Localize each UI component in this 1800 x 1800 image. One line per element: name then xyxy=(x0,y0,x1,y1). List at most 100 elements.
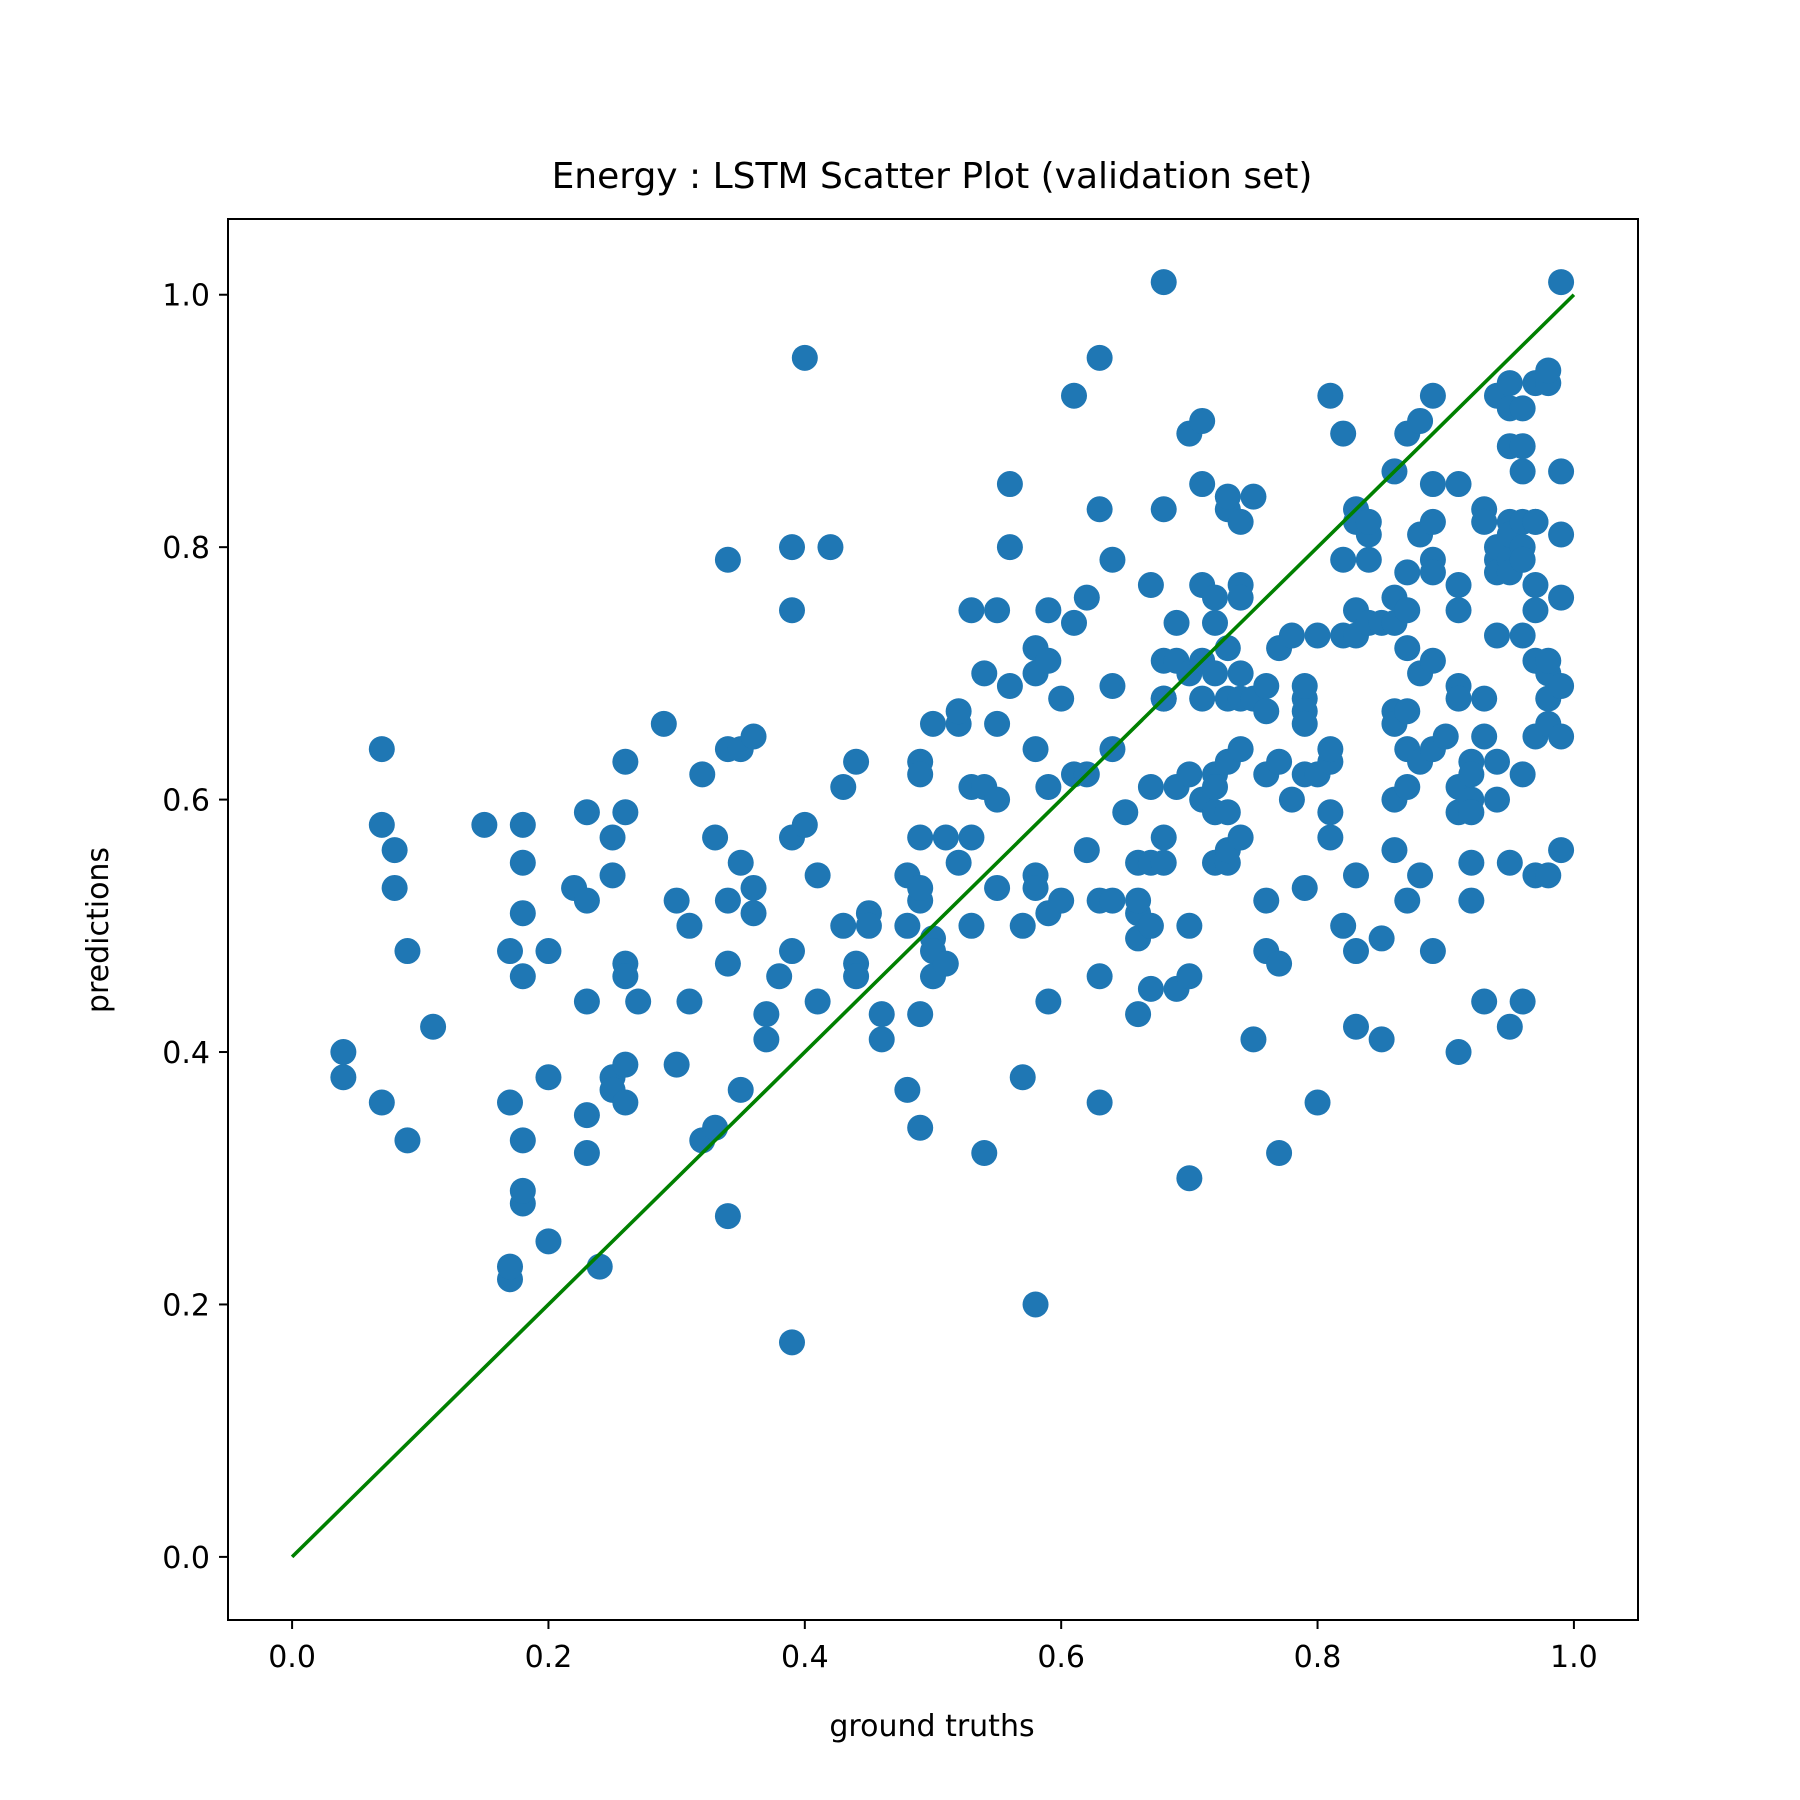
scatter-point-89 xyxy=(907,824,934,851)
chart-title: Energy : LSTM Scatter Plot (validation s… xyxy=(552,156,1313,197)
scatter-point-5 xyxy=(381,837,408,864)
scatter-point-223 xyxy=(1291,673,1318,699)
scatter-point-126 xyxy=(1035,597,1062,624)
scatter-point-171 xyxy=(1176,912,1203,939)
scatter-point-282 xyxy=(1445,685,1472,712)
scatter-point-74 xyxy=(804,988,831,1015)
scatter-point-242 xyxy=(1343,938,1369,965)
scatter-point-272 xyxy=(1419,647,1446,674)
scatter-point-134 xyxy=(1061,609,1087,636)
scatter-point-164 xyxy=(1150,824,1177,851)
scatter-point-6 xyxy=(381,874,408,901)
scatter-point-222 xyxy=(1291,710,1318,737)
scatter-point-7 xyxy=(394,938,421,965)
scatter-point-40 xyxy=(612,1089,639,1116)
x-tick-label-3: 0.6 xyxy=(1037,1640,1085,1675)
scatter-point-274 xyxy=(1419,508,1446,535)
scatter-point-28 xyxy=(573,799,600,826)
scatter-point-69 xyxy=(779,938,805,965)
scatter-point-80 xyxy=(843,963,870,990)
scatter-point-234 xyxy=(1330,912,1357,939)
x-tick-label-2: 0.4 xyxy=(781,1640,829,1675)
scatter-point-157 xyxy=(1137,912,1164,939)
scatter-point-143 xyxy=(1086,344,1113,371)
scatter-point-138 xyxy=(1073,837,1100,864)
scatter-point-52 xyxy=(714,546,741,573)
scatter-point-194 xyxy=(1214,799,1241,826)
scatter-point-241 xyxy=(1343,1013,1369,1040)
scatter-point-71 xyxy=(791,344,818,371)
scatter-point-4 xyxy=(368,811,395,838)
scatter-point-41 xyxy=(612,748,639,775)
scatter-point-65 xyxy=(766,963,793,990)
scatter-point-198 xyxy=(1227,584,1254,611)
scatter-point-37 xyxy=(612,1051,639,1078)
scatter-point-64 xyxy=(753,1026,780,1053)
scatter-point-207 xyxy=(1253,673,1280,699)
scatter-point-305 xyxy=(1496,370,1523,397)
scatter-point-13 xyxy=(497,938,523,965)
scatter-point-125 xyxy=(1022,1291,1049,1318)
scatter-point-338 xyxy=(1548,458,1575,485)
scatter-point-269 xyxy=(1407,862,1434,889)
scatter-point-276 xyxy=(1419,938,1446,965)
scatter-point-118 xyxy=(1009,912,1036,939)
scatter-point-204 xyxy=(1240,483,1267,510)
scatter-point-344 xyxy=(1548,723,1575,750)
scatter-point-203 xyxy=(1227,736,1254,763)
scatter-point-114 xyxy=(984,874,1011,901)
scatter-point-27 xyxy=(573,1140,600,1166)
scatter-point-93 xyxy=(907,1114,934,1141)
scatter-point-63 xyxy=(753,1001,780,1028)
scatter-point-240 xyxy=(1343,862,1369,889)
scatter-point-212 xyxy=(1266,950,1293,977)
y-tick-label-4: 0.8 xyxy=(162,531,210,566)
scatter-point-170 xyxy=(1176,761,1203,788)
scatter-point-50 xyxy=(702,824,729,851)
scatter-point-163 xyxy=(1150,849,1177,876)
scatter-point-206 xyxy=(1240,1026,1267,1053)
scatter-point-229 xyxy=(1317,736,1344,763)
scatter-point-304 xyxy=(1484,748,1510,775)
scatter-point-298 xyxy=(1484,622,1510,649)
scatter-point-319 xyxy=(1509,546,1536,573)
scatter-point-247 xyxy=(1368,925,1395,952)
scatter-point-320 xyxy=(1509,622,1536,649)
scatter-point-47 xyxy=(676,988,703,1015)
scatter-point-285 xyxy=(1445,1039,1472,1066)
scatter-point-218 xyxy=(1291,874,1318,901)
scatter-point-217 xyxy=(1278,622,1305,649)
scatter-point-341 xyxy=(1548,584,1575,611)
scatter-point-132 xyxy=(1048,887,1075,914)
scatter-point-325 xyxy=(1522,572,1549,599)
scatter-point-182 xyxy=(1202,609,1228,636)
scatter-point-23 xyxy=(535,1064,562,1091)
scatter-point-145 xyxy=(1099,887,1126,914)
scatter-point-10 xyxy=(471,811,498,838)
reference-line xyxy=(290,293,1576,1559)
scatter-point-140 xyxy=(1086,496,1113,523)
scatter-point-322 xyxy=(1509,988,1536,1015)
y-tick-label-2: 0.4 xyxy=(162,1036,210,1071)
scatter-point-202 xyxy=(1227,824,1254,851)
scatter-point-108 xyxy=(971,660,998,687)
scatter-point-21 xyxy=(509,811,536,838)
scatter-point-14 xyxy=(497,1089,523,1116)
scatter-point-265 xyxy=(1407,407,1434,434)
scatter-point-292 xyxy=(1458,799,1485,826)
scatter-point-112 xyxy=(984,597,1011,624)
scatter-point-192 xyxy=(1214,635,1241,662)
scatter-point-156 xyxy=(1137,975,1164,1002)
scatter-point-190 xyxy=(1214,483,1241,510)
x-tick-label-0: 0.0 xyxy=(268,1640,316,1675)
scatter-point-337 xyxy=(1535,647,1562,674)
scatter-point-48 xyxy=(689,761,716,788)
scatter-point-100 xyxy=(932,950,959,977)
scatter-point-271 xyxy=(1419,559,1446,586)
scatter-point-286 xyxy=(1445,597,1472,624)
scatter-point-155 xyxy=(1137,773,1164,800)
scatter-point-115 xyxy=(996,673,1023,699)
scatter-point-248 xyxy=(1368,1026,1395,1053)
scatter-point-124 xyxy=(1022,874,1049,901)
scatter-point-175 xyxy=(1176,1165,1203,1192)
